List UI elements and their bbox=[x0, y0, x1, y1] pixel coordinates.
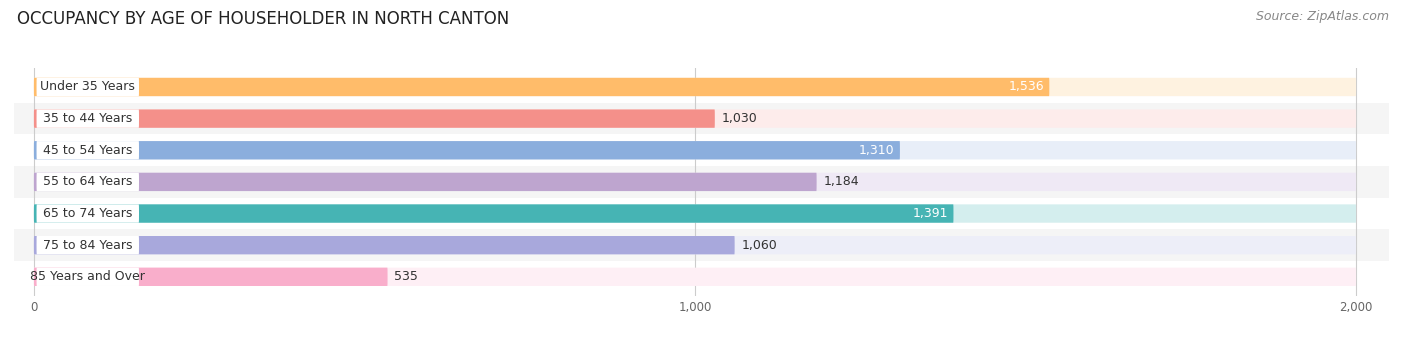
Text: 65 to 74 Years: 65 to 74 Years bbox=[44, 207, 132, 220]
Text: 85 Years and Over: 85 Years and Over bbox=[31, 270, 145, 283]
Text: 535: 535 bbox=[394, 270, 418, 283]
Text: 1,060: 1,060 bbox=[741, 239, 778, 252]
FancyBboxPatch shape bbox=[34, 204, 953, 223]
FancyBboxPatch shape bbox=[14, 230, 1389, 261]
Text: 1,536: 1,536 bbox=[1008, 81, 1045, 94]
Text: 45 to 54 Years: 45 to 54 Years bbox=[44, 144, 132, 157]
Text: 1,184: 1,184 bbox=[824, 175, 859, 188]
FancyBboxPatch shape bbox=[14, 134, 1389, 166]
FancyBboxPatch shape bbox=[34, 268, 388, 286]
FancyBboxPatch shape bbox=[14, 166, 1389, 198]
FancyBboxPatch shape bbox=[34, 173, 817, 191]
FancyBboxPatch shape bbox=[34, 141, 900, 159]
FancyBboxPatch shape bbox=[37, 109, 139, 128]
FancyBboxPatch shape bbox=[37, 268, 139, 286]
FancyBboxPatch shape bbox=[37, 173, 139, 191]
FancyBboxPatch shape bbox=[37, 141, 139, 159]
FancyBboxPatch shape bbox=[34, 109, 1355, 128]
FancyBboxPatch shape bbox=[14, 71, 1389, 103]
FancyBboxPatch shape bbox=[37, 204, 139, 223]
Text: 1,030: 1,030 bbox=[721, 112, 758, 125]
FancyBboxPatch shape bbox=[34, 109, 714, 128]
FancyBboxPatch shape bbox=[34, 236, 735, 254]
FancyBboxPatch shape bbox=[34, 173, 1355, 191]
FancyBboxPatch shape bbox=[14, 103, 1389, 134]
FancyBboxPatch shape bbox=[34, 78, 1049, 96]
FancyBboxPatch shape bbox=[34, 141, 1355, 159]
Text: 75 to 84 Years: 75 to 84 Years bbox=[44, 239, 132, 252]
FancyBboxPatch shape bbox=[34, 268, 1355, 286]
FancyBboxPatch shape bbox=[14, 198, 1389, 230]
Text: 35 to 44 Years: 35 to 44 Years bbox=[44, 112, 132, 125]
FancyBboxPatch shape bbox=[37, 236, 139, 254]
FancyBboxPatch shape bbox=[34, 78, 1355, 96]
FancyBboxPatch shape bbox=[34, 204, 1355, 223]
Text: 1,310: 1,310 bbox=[859, 144, 894, 157]
Text: OCCUPANCY BY AGE OF HOUSEHOLDER IN NORTH CANTON: OCCUPANCY BY AGE OF HOUSEHOLDER IN NORTH… bbox=[17, 10, 509, 28]
FancyBboxPatch shape bbox=[14, 261, 1389, 293]
Text: 55 to 64 Years: 55 to 64 Years bbox=[44, 175, 132, 188]
FancyBboxPatch shape bbox=[37, 78, 139, 96]
Text: Under 35 Years: Under 35 Years bbox=[41, 81, 135, 94]
Text: 1,391: 1,391 bbox=[912, 207, 948, 220]
FancyBboxPatch shape bbox=[34, 236, 1355, 254]
Text: Source: ZipAtlas.com: Source: ZipAtlas.com bbox=[1256, 10, 1389, 23]
